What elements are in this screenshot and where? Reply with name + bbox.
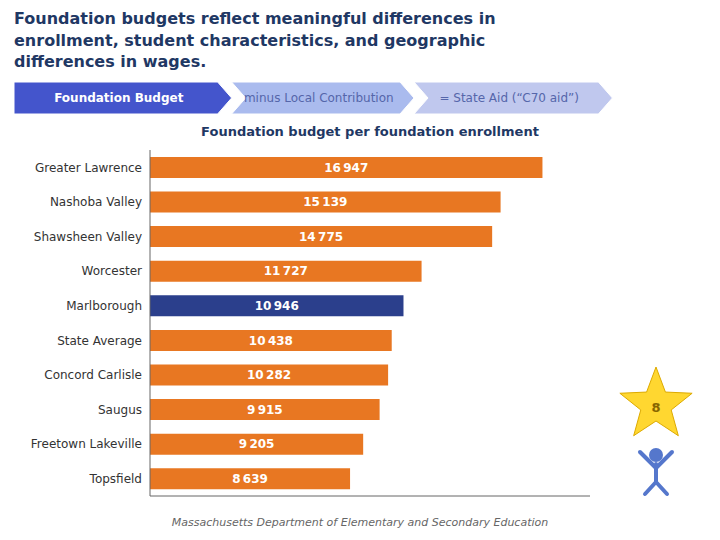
- svg-text:8 639: 8 639: [232, 472, 268, 486]
- svg-text:10 438: 10 438: [249, 334, 293, 348]
- svg-text:11 727: 11 727: [264, 264, 308, 278]
- svg-text:Concord Carlisle: Concord Carlisle: [44, 368, 142, 382]
- svg-text:8: 8: [651, 400, 660, 415]
- svg-text:Greater Lawrence: Greater Lawrence: [35, 161, 142, 175]
- html-text:Massachusetts Department of El: Massachusetts Department of Elementary a…: [171, 516, 549, 529]
- svg-text:= State Aid (“C70 aid”): = State Aid (“C70 aid”): [439, 91, 579, 105]
- svg-text:State Average: State Average: [57, 334, 142, 348]
- svg-text:10 946: 10 946: [255, 299, 299, 313]
- svg-text:Worcester: Worcester: [82, 264, 142, 278]
- svg-text:minus Local Contribution: minus Local Contribution: [244, 91, 394, 105]
- svg-text:Nashoba Valley: Nashoba Valley: [50, 195, 142, 209]
- svg-text:9 915: 9 915: [247, 403, 283, 417]
- svg-text:Shawsheen Valley: Shawsheen Valley: [34, 230, 142, 244]
- svg-text:16 947: 16 947: [324, 161, 368, 175]
- svg-text:Foundation Budget: Foundation Budget: [54, 91, 184, 105]
- html-text:Foundation budgets reflect mea: Foundation budgets reflect meaningful di…: [14, 9, 496, 72]
- svg-text:14 775: 14 775: [299, 230, 343, 244]
- svg-text:Freetown Lakeville: Freetown Lakeville: [31, 437, 142, 451]
- svg-text:15 139: 15 139: [303, 195, 347, 209]
- html-text:Foundation budget per foundati: Foundation budget per foundation enrollm…: [201, 124, 539, 139]
- svg-text:10 282: 10 282: [247, 368, 291, 382]
- svg-text:Marlborough: Marlborough: [66, 299, 142, 313]
- svg-text:Topsfield: Topsfield: [89, 472, 142, 486]
- svg-text:9 205: 9 205: [239, 437, 275, 451]
- svg-text:Saugus: Saugus: [98, 403, 142, 417]
